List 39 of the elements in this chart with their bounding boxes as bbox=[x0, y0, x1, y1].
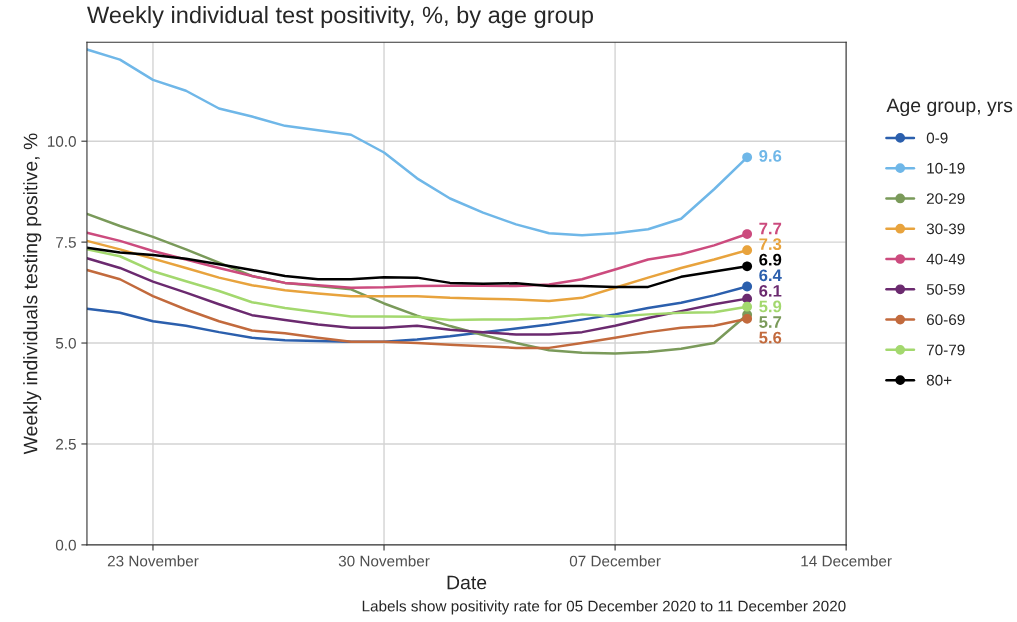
y-tick-label: 0.0 bbox=[55, 539, 76, 551]
y-axis-title: Weekly individuals testing positive, % bbox=[23, 133, 42, 455]
point bbox=[742, 301, 753, 312]
chart-title: Weekly individual test positivity, %, by age group bbox=[87, 5, 593, 28]
data-label: 6.9 bbox=[759, 253, 782, 266]
y-tick-label: 10.0 bbox=[47, 136, 76, 147]
x-tick-label: 07 December bbox=[569, 555, 661, 567]
x-axis-title: Date bbox=[447, 575, 487, 590]
point bbox=[742, 152, 753, 163]
legend-label: 0-9 bbox=[926, 132, 948, 144]
y-tick-label: 7.5 bbox=[56, 237, 76, 248]
point bbox=[742, 229, 753, 239]
data-label: 7.7 bbox=[759, 222, 782, 235]
data-label: 5.9 bbox=[759, 300, 782, 313]
legend-label: 20-29 bbox=[926, 193, 965, 204]
text: Labels show positivity rate for 05 December 2020 to 11 December 2020 bbox=[362, 600, 846, 615]
point bbox=[742, 281, 753, 292]
data-label: 5.6 bbox=[759, 331, 782, 344]
x-tick-label: 30 November bbox=[338, 555, 430, 567]
data-label: 6.4 bbox=[759, 269, 782, 282]
legend-label: 10-19 bbox=[927, 162, 965, 174]
data-label: 9.6 bbox=[759, 150, 782, 162]
legend-title: Age group, yrs bbox=[886, 98, 1013, 117]
point bbox=[742, 261, 753, 272]
legend-label: 30-39 bbox=[926, 223, 965, 235]
y-tick-label: 5.0 bbox=[55, 337, 76, 349]
legend-label: 70-79 bbox=[926, 344, 965, 356]
data-label: 6.1 bbox=[759, 284, 782, 297]
data-label: 7.3 bbox=[759, 238, 782, 251]
legend-label: 80+ bbox=[926, 374, 952, 386]
point bbox=[742, 313, 753, 324]
x-tick-label: 23 November bbox=[107, 555, 199, 567]
y-tick-label: 2.5 bbox=[56, 438, 76, 450]
legend-label: 50-59 bbox=[926, 283, 965, 295]
legend-label: 60-69 bbox=[926, 314, 965, 326]
data-label: 5.7 bbox=[759, 316, 782, 328]
legend-label: 40-49 bbox=[926, 253, 965, 265]
x-tick-label: 14 December bbox=[801, 555, 892, 567]
point bbox=[742, 245, 753, 256]
